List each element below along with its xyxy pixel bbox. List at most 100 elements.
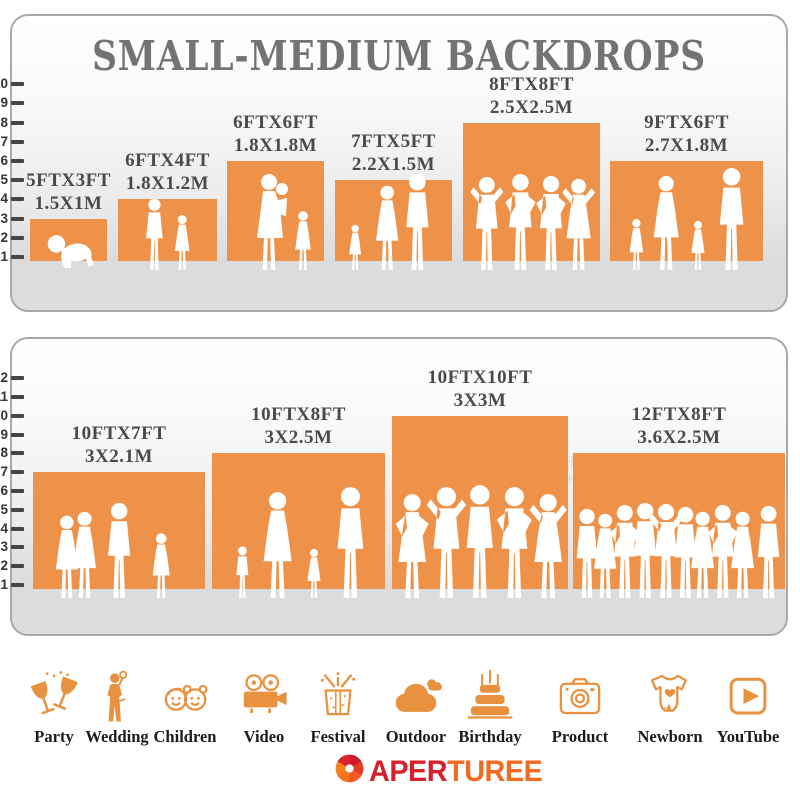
person-silhouette-woman (653, 175, 679, 270)
category-item-birthday: Birthday (452, 666, 528, 746)
category-item-children: Children (147, 666, 223, 746)
person-silhouette-man-hands-on-hips (536, 175, 566, 270)
aperture-logo-icon (333, 752, 366, 790)
axis-tick-mark (11, 489, 24, 493)
axis-tick-mark (11, 178, 24, 183)
birthday-icon (467, 669, 513, 719)
axis-tick-label: 2 (0, 558, 8, 574)
person-silhouette-boy (145, 198, 163, 270)
category-item-newborn: Newborn (632, 666, 708, 746)
newborn-icon (650, 674, 687, 712)
category-label: Outdoor (385, 727, 447, 746)
children-icon (164, 684, 208, 711)
backdrop-size-m: 2.5X2.5M (489, 96, 574, 118)
axis-tick-label: 1 (0, 249, 8, 264)
backdrop-size-label: 10FTX8FT 3X2.5M (251, 403, 346, 449)
category-label: Wedding (85, 727, 149, 746)
category-label: Newborn (637, 727, 703, 746)
backdrop-size-ft: 5FTX3FT (26, 169, 111, 191)
person-silhouette-girl (152, 533, 170, 598)
backdrop-size-label: 5FTX3FT 1.5X1M (26, 169, 111, 215)
backdrop-size-m: 2.2X1.5M (351, 154, 436, 176)
axis-tick-label: 6 (0, 153, 8, 168)
backdrop-size-label: 6FTX6FT 1.8X1.8M (233, 111, 318, 157)
axis-tick-label: 2 (0, 229, 8, 245)
person-silhouette-baby (47, 235, 94, 269)
axis-tick-mark (11, 583, 24, 587)
category-label: Festival (310, 727, 366, 746)
person-silhouette-man (674, 506, 696, 598)
person-silhouette-woman (375, 185, 399, 270)
axis-tick-mark (11, 216, 24, 221)
person-silhouette-girl (295, 211, 311, 270)
backdrop-size-ft: 12FTX8FT (631, 404, 727, 426)
person-silhouette-man-hands-on-hips (708, 504, 738, 598)
person-silhouette-woman (56, 515, 78, 598)
person-silhouette-girl (629, 219, 643, 270)
axis-tick-label: 6 (0, 483, 8, 498)
axis-tick-mark (11, 451, 24, 456)
brand-logo-text-orange: TUREE (447, 754, 543, 788)
axis-tick-label: 10 (0, 407, 8, 423)
axis-tick-label: 12 (0, 370, 8, 386)
axis-tick-mark (11, 432, 24, 437)
category-label: Children (153, 727, 217, 746)
axis-tick-mark (11, 526, 24, 531)
product-icon (559, 678, 601, 715)
person-silhouette-man (633, 502, 657, 598)
axis-tick-mark (11, 564, 24, 569)
category-item-festival: Festival (300, 666, 376, 746)
axis-tick-mark (11, 197, 24, 202)
person-silhouette-girl (349, 224, 361, 270)
party-icon (30, 671, 78, 715)
axis-tick-label: 7 (0, 464, 8, 480)
person-silhouette-man (405, 173, 429, 270)
person-silhouette-man-hands-up (649, 503, 683, 598)
axis-tick-mark (11, 120, 24, 125)
person-silhouette-woman-hands-up (529, 494, 567, 598)
person-silhouette-man-hands-on-hips (610, 504, 640, 598)
category-label: Birthday (458, 727, 522, 746)
axis-tick-label: 11 (0, 389, 8, 404)
backdrop-size-label: 7FTX5FT 2.2X1.5M (351, 130, 436, 176)
person-silhouette-man-hands-on-hips (496, 487, 532, 598)
backdrop-size-m: 3.6X2.5M (637, 427, 721, 449)
person-silhouette-boy (236, 546, 248, 598)
backdrop-size-label: 9FTX6FT 2.7X1.8M (644, 111, 729, 157)
backdrop-size-ft: 7FTX5FT (351, 131, 436, 153)
person-silhouette-man (576, 508, 598, 598)
category-item-outdoor: Outdoor (378, 666, 454, 746)
axis-tick-mark (11, 255, 24, 259)
backdrop-size-m: 1.8X1.8M (233, 135, 318, 156)
category-label: Product (551, 727, 609, 746)
person-silhouette-man-hands-up (426, 487, 466, 598)
axis-tick-label: 8 (0, 114, 8, 130)
axis-tick-mark (11, 235, 24, 240)
person-silhouette-woman (73, 511, 97, 598)
person-silhouette-man (466, 485, 494, 598)
backdrop-bar (118, 199, 217, 261)
category-item-wedding: Wedding (79, 666, 155, 746)
backdrop-size-ft: 8FTX8FT (489, 73, 574, 95)
backdrop-size-ft: 10FTX7FT (71, 423, 167, 445)
backdrop-size-m: 3X2.5M (264, 427, 333, 449)
axis-tick-label: 1 (0, 577, 8, 592)
person-silhouette-woman (691, 511, 715, 598)
person-silhouette-man (758, 505, 780, 598)
person-silhouette-man-hands-up (470, 176, 504, 270)
axis-tick-mark (11, 159, 24, 163)
axis-tick-mark (11, 82, 24, 87)
person-silhouette-man (337, 487, 363, 598)
category-label: Party (34, 727, 74, 746)
axis-tick-label: 9 (0, 426, 8, 442)
person-silhouette-woman (263, 492, 293, 598)
person-silhouette-woman-hands-on-hips (395, 494, 429, 598)
backdrop-size-m: 2.7X1.8M (644, 135, 729, 156)
backdrop-size-m: 3X3M (453, 389, 507, 411)
brand-logo-text-red: APER (369, 754, 448, 788)
backdrop-size-ft: 6FTX4FT (125, 150, 210, 172)
axis-tick-label: 10 (0, 76, 8, 92)
backdrop-size-m: 1.8X1.2M (125, 173, 210, 195)
person-silhouette-man (720, 168, 744, 270)
page-title: SMALL-MEDIUM BACKDROPS (92, 32, 706, 80)
